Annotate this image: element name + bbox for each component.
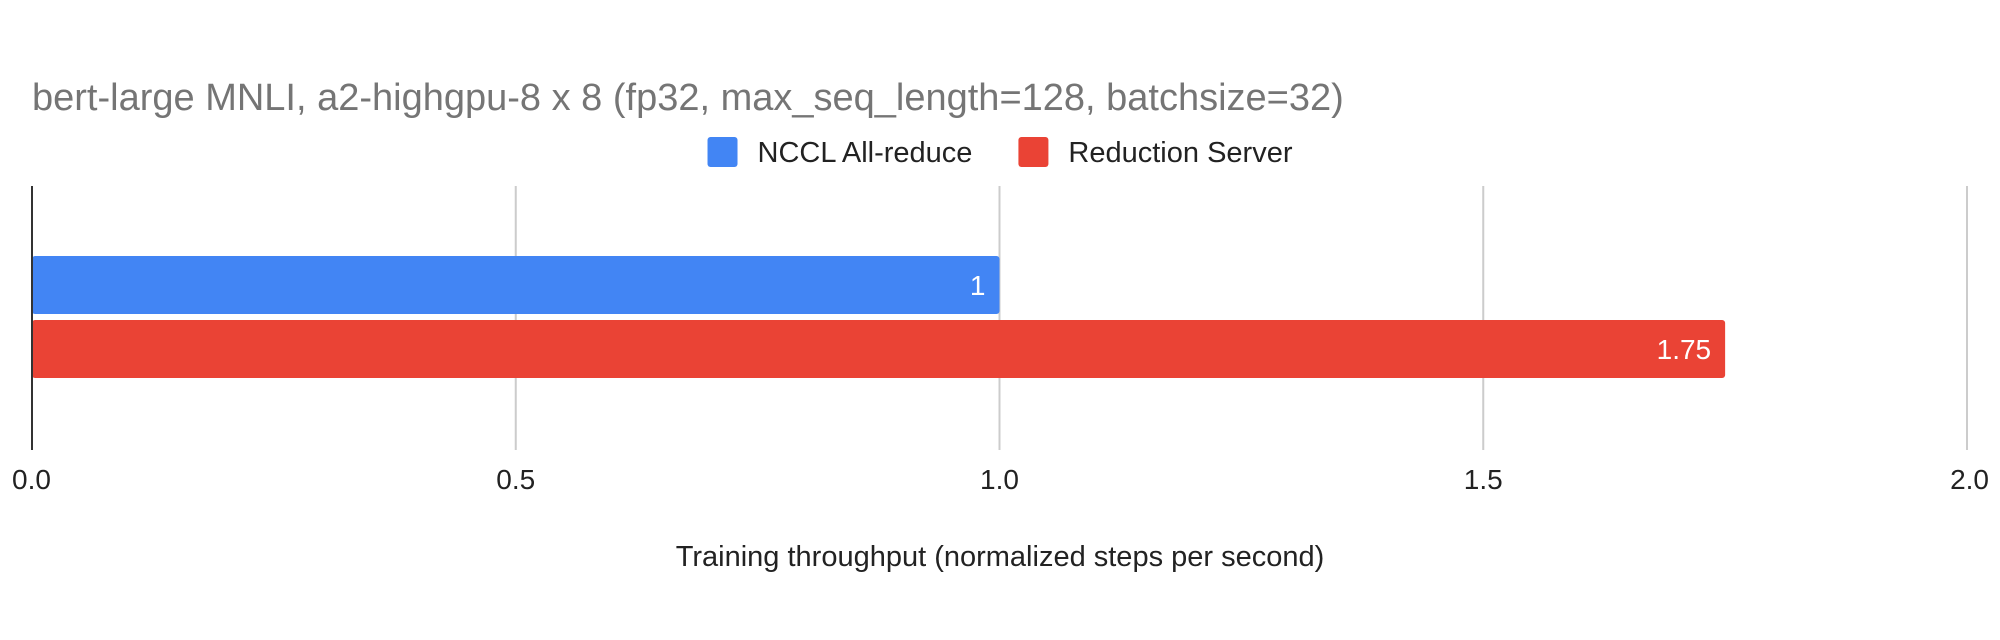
bar-reduction-server [32,320,1726,378]
legend-label: Reduction Server [1068,137,1292,169]
x-tick-label: 0.0 [12,464,51,495]
bar-nccl-all-reduce [32,256,1000,314]
x-tick-label: 0.5 [496,464,535,495]
x-axis-ticks: 0.0 0.5 1.0 1.5 2.0 [12,464,1989,495]
data-label: 1.75 [1657,334,1712,365]
legend: NCCL All-reduce Reduction Server [707,137,1293,169]
x-tick-label: 1.5 [1464,464,1503,495]
x-tick-label: 2.0 [1950,464,1989,495]
x-axis-title: Training throughput (normalized steps pe… [676,541,1325,573]
legend-swatch [1018,137,1049,167]
legend-item: NCCL All-reduce [707,137,973,169]
chart-title: bert-large MNLI, a2-highgpu-8 x 8 (fp32,… [32,77,1344,119]
bars: 11.75 [32,256,1726,378]
x-tick-label: 1.0 [980,464,1019,495]
gridlines [514,186,1968,450]
legend-label: NCCL All-reduce [758,137,973,169]
legend-swatch [707,137,738,167]
legend-item: Reduction Server [1018,137,1293,169]
data-label: 1 [970,270,986,301]
